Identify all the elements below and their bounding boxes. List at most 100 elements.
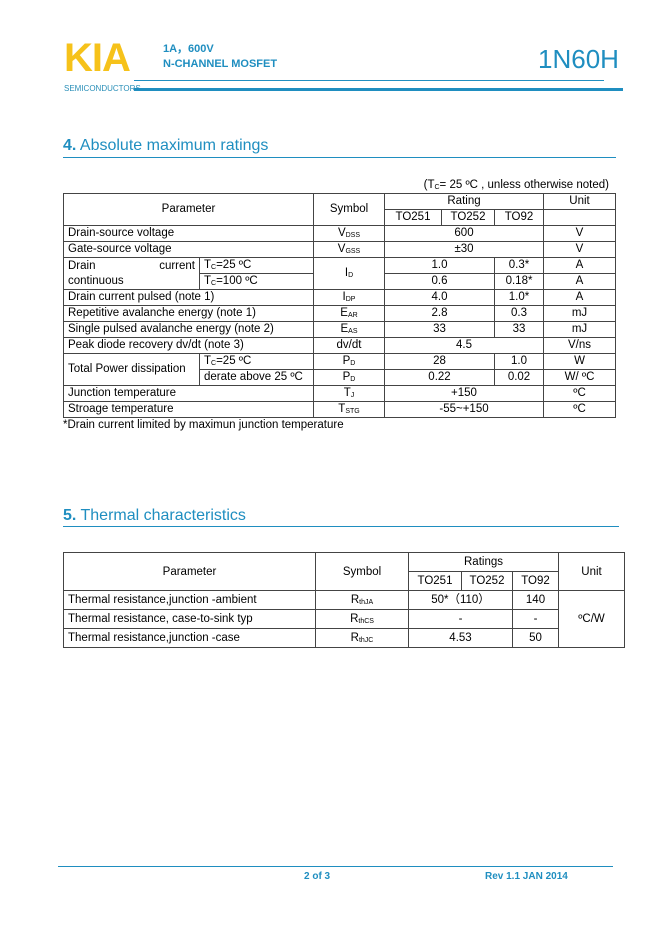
page-number: 2 of 3 [304, 871, 331, 882]
table-cell: Thermal resistance,junction -case [63, 628, 316, 648]
subscript: D [348, 272, 354, 279]
text: V [337, 227, 346, 239]
table-cell: 4.0 [384, 289, 495, 306]
section-title: Thermal characteristics [80, 507, 246, 524]
table-cell: Drain-source voltage [63, 225, 314, 242]
table-cell: ºC [543, 401, 617, 418]
text: continuous [68, 274, 124, 287]
table-row: Gate-source voltage VGSS ±30 V [63, 241, 617, 258]
table-cell: mJ [543, 305, 617, 322]
table-cell: TO251 [384, 209, 442, 226]
section-number: 5. [63, 507, 77, 524]
table-cell: Drain current pulsed (note 1) [63, 289, 314, 306]
subscript: AS [348, 328, 358, 335]
table-cell: Symbol [315, 552, 409, 591]
table-cell: VDSS [313, 225, 385, 242]
table-cell: IDP [313, 289, 385, 306]
table-row: Thermal resistance, case-to-sink typ RthC… [63, 609, 625, 629]
table-cell: +150 [383, 385, 545, 402]
table-cell: 50*（110） [408, 590, 513, 610]
table-cell: Stroage temperature [63, 401, 314, 418]
table-cell: V [543, 225, 617, 242]
table-cell: RthJA [315, 590, 409, 610]
text: T [343, 387, 351, 399]
section-4-title: 4. Absolute maximum ratings [63, 136, 268, 155]
text: T [204, 275, 212, 287]
table-cell: Repetitive avalanche energy (note 1) [63, 305, 314, 322]
text: =25 ºC [216, 259, 252, 271]
text: =100 ºC [216, 275, 258, 287]
text: I [342, 291, 346, 303]
table-cell: ID [313, 257, 385, 290]
table-cell: 0.02 [493, 369, 545, 386]
text: R [350, 594, 360, 606]
part-number: 1N60H [538, 44, 619, 74]
subscript: DP [345, 296, 356, 303]
table-row: Peak diode recovery dv/dt (note 3) dv/dt 4… [63, 337, 617, 354]
text: P [342, 371, 351, 383]
table-cell: 600 [383, 225, 545, 242]
section-4-content: (TC= 25 ºC , unless otherwise noted) Par… [63, 179, 617, 432]
table-cell: TC=25 ºC [199, 353, 314, 370]
table-row: Drain current pulsed (note 1) IDP 4.0 1.0* A [63, 289, 617, 306]
table-cell: A [543, 289, 617, 306]
subscript: J [350, 392, 355, 399]
footer-rule [58, 866, 613, 867]
table-cell: Symbol [313, 193, 385, 226]
table-header-row: Parameter Symbol Rating Unit [63, 193, 617, 226]
table-cell: RthJC [315, 628, 409, 648]
header-rule-thin [134, 80, 604, 81]
text: E [340, 307, 348, 319]
table-cell: -55~+150 [383, 401, 545, 418]
table-cell: 4.53 [408, 628, 513, 648]
text: P [342, 355, 351, 367]
text: I [344, 267, 349, 279]
subscript: STG [345, 408, 360, 415]
table-cell: 1.0* [493, 289, 545, 306]
absolute-max-ratings-table: Parameter Symbol Rating Unit TO251 TO252 TO92… [63, 193, 617, 418]
subscript: thJA [359, 599, 374, 606]
table-cell: - [512, 609, 559, 629]
table-cell: TC=100 ºC [199, 273, 314, 290]
kia-logo: KIA [64, 36, 131, 80]
table-cell: Thermal resistance, case-to-sink typ [63, 609, 316, 629]
rating-line: 1A，600V [163, 43, 214, 55]
table-cell: Unit [543, 193, 617, 210]
header-rule-thick [134, 88, 623, 91]
table-cell: 33 [493, 321, 545, 338]
table-header-row: TO251 TO252 TO92 [64, 209, 617, 226]
table-cell: A [543, 273, 617, 290]
subscript: thCS [358, 618, 374, 625]
table-cell: 0.6 [384, 273, 495, 290]
subscript: C [211, 264, 217, 271]
subscript: C [211, 280, 217, 287]
table-cell: Drain current continuous [63, 257, 200, 290]
type-line: N-CHANNEL MOSFET [163, 58, 278, 70]
table-cell: TO251 [408, 571, 462, 591]
text: (T [423, 179, 435, 191]
table-cell: mJ [543, 321, 617, 338]
table-row: derate above 25 ºC PD 0.22 0.02 W/ ºC [64, 369, 617, 386]
table-cell: Total Power dissipation [63, 353, 200, 386]
table-cell: 2.8 [384, 305, 495, 322]
table-footnote: *Drain current limited by maximun juncti… [63, 419, 344, 431]
text: T [204, 355, 212, 367]
table-cell: TO92 [512, 571, 559, 591]
table-cell: TO252 [461, 571, 513, 591]
table-row: Total Power dissipation TC=25 ºC PD 28 1.0 W [63, 353, 617, 386]
table-cell: TO252 [441, 209, 495, 226]
table-cell: V [543, 241, 617, 258]
table-row: Single pulsed avalanche energy (note 2) E… [63, 321, 617, 338]
table-cell: TO92 [493, 209, 545, 226]
table-cell [543, 209, 617, 226]
table-cell: Single pulsed avalanche energy (note 2) [63, 321, 314, 338]
table-cell: 0.22 [384, 369, 495, 386]
table-cell: TJ [313, 385, 385, 402]
table-cell: ±30 [383, 241, 545, 258]
table-cell: W/ ºC [543, 369, 617, 386]
table-cell: Parameter [63, 552, 316, 591]
subscript: DSS [345, 232, 361, 239]
table-cell: 0.3 [493, 305, 545, 322]
table-cell: Junction temperature [63, 385, 314, 402]
